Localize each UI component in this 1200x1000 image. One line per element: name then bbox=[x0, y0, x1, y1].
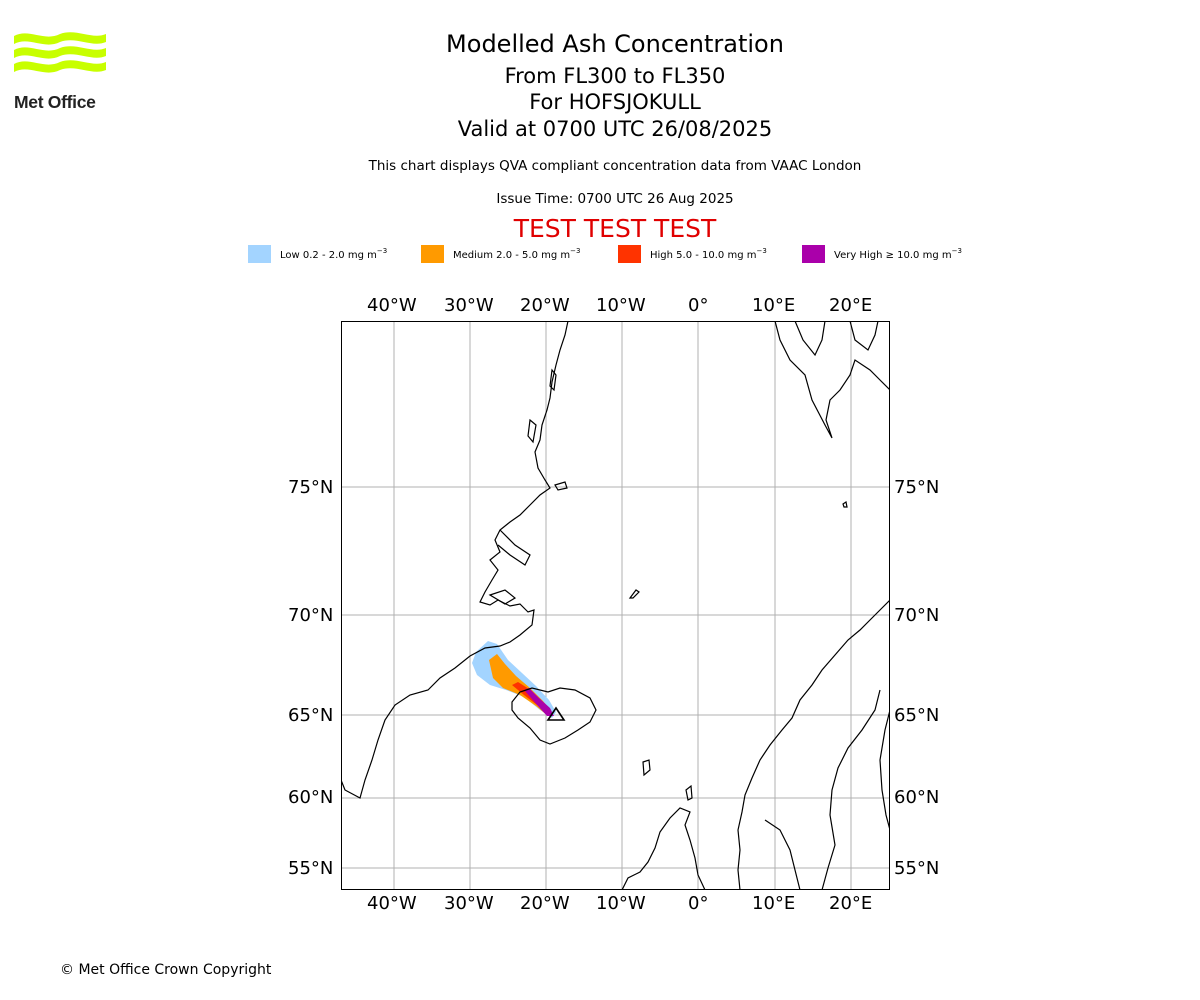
issue-time: Issue Time: 0700 UTC 26 Aug 2025 bbox=[496, 191, 734, 207]
lon-tick-bottom: 20°E bbox=[829, 893, 873, 914]
lon-tick-top: 20°W bbox=[520, 295, 570, 316]
met-office-logo bbox=[14, 32, 106, 73]
lat-tick-right: 55°N bbox=[894, 858, 940, 879]
coastlines bbox=[341, 321, 890, 890]
lon-tick-bottom: 0° bbox=[688, 893, 709, 914]
lat-tick-left: 60°N bbox=[288, 787, 334, 808]
legend-swatch-high bbox=[618, 245, 641, 263]
legend-unit-exponent: −3 bbox=[756, 247, 767, 255]
legend-unit-exponent: −3 bbox=[951, 247, 962, 255]
legend-unit-exponent: −3 bbox=[570, 247, 581, 255]
ash-very-high-area bbox=[524, 688, 554, 716]
volcano-name: For HOFSJOKULL bbox=[529, 90, 701, 114]
lon-tick-top: 10°E bbox=[752, 295, 796, 316]
legend-label-very-high: Very High ≥ 10.0 mg m bbox=[834, 250, 952, 261]
legend-unit-exponent: −3 bbox=[376, 247, 388, 255]
chart-title: Modelled Ash Concentration bbox=[446, 30, 784, 58]
lat-tick-left: 75°N bbox=[288, 477, 334, 498]
copyright: © Met Office Crown Copyright bbox=[60, 962, 272, 978]
legend-item-low: Low 0.2 - 2.0 mg m−3 bbox=[248, 245, 387, 263]
ash-map bbox=[341, 321, 890, 890]
flight-level-range: From FL300 to FL350 bbox=[504, 64, 726, 88]
graticule bbox=[341, 321, 890, 890]
lat-tick-right: 70°N bbox=[894, 605, 940, 626]
legend-item-high: High 5.0 - 10.0 mg m−3 bbox=[618, 245, 767, 263]
volcano-marker bbox=[546, 706, 566, 721]
lon-tick-bottom: 10°W bbox=[596, 893, 646, 914]
lon-tick-top: 10°W bbox=[596, 295, 646, 316]
logo-text: Met Office bbox=[14, 92, 96, 112]
lon-tick-bottom: 20°W bbox=[520, 893, 570, 914]
legend-item-very-high: Very High ≥ 10.0 mg m−3 bbox=[802, 245, 962, 263]
legend-label-high: High 5.0 - 10.0 mg m bbox=[650, 250, 757, 261]
lat-tick-left: 70°N bbox=[288, 605, 334, 626]
lat-tick-right: 60°N bbox=[894, 787, 940, 808]
lat-tick-left: 65°N bbox=[288, 705, 334, 726]
lat-tick-right: 75°N bbox=[894, 477, 940, 498]
legend-item-medium: Medium 2.0 - 5.0 mg m−3 bbox=[421, 245, 580, 263]
lon-tick-top: 0° bbox=[688, 295, 709, 316]
lon-tick-top: 30°W bbox=[444, 295, 494, 316]
lat-tick-left: 55°N bbox=[288, 858, 334, 879]
lon-tick-bottom: 40°W bbox=[367, 893, 417, 914]
test-banner: TEST TEST TEST bbox=[513, 214, 717, 243]
legend-swatch-medium bbox=[421, 245, 444, 263]
chart-description: This chart displays QVA compliant concen… bbox=[368, 158, 862, 174]
legend-label-low: Low 0.2 - 2.0 mg m bbox=[280, 250, 377, 261]
lat-tick-right: 65°N bbox=[894, 705, 940, 726]
lon-tick-top: 40°W bbox=[367, 295, 417, 316]
lon-tick-bottom: 30°W bbox=[444, 893, 494, 914]
lon-tick-bottom: 10°E bbox=[752, 893, 796, 914]
lon-tick-top: 20°E bbox=[829, 295, 873, 316]
legend-label-medium: Medium 2.0 - 5.0 mg m bbox=[453, 250, 571, 261]
legend-swatch-low bbox=[248, 245, 271, 263]
map-frame bbox=[341, 321, 890, 890]
legend-swatch-very-high bbox=[802, 245, 825, 263]
valid-time: Valid at 0700 UTC 26/08/2025 bbox=[457, 117, 773, 141]
